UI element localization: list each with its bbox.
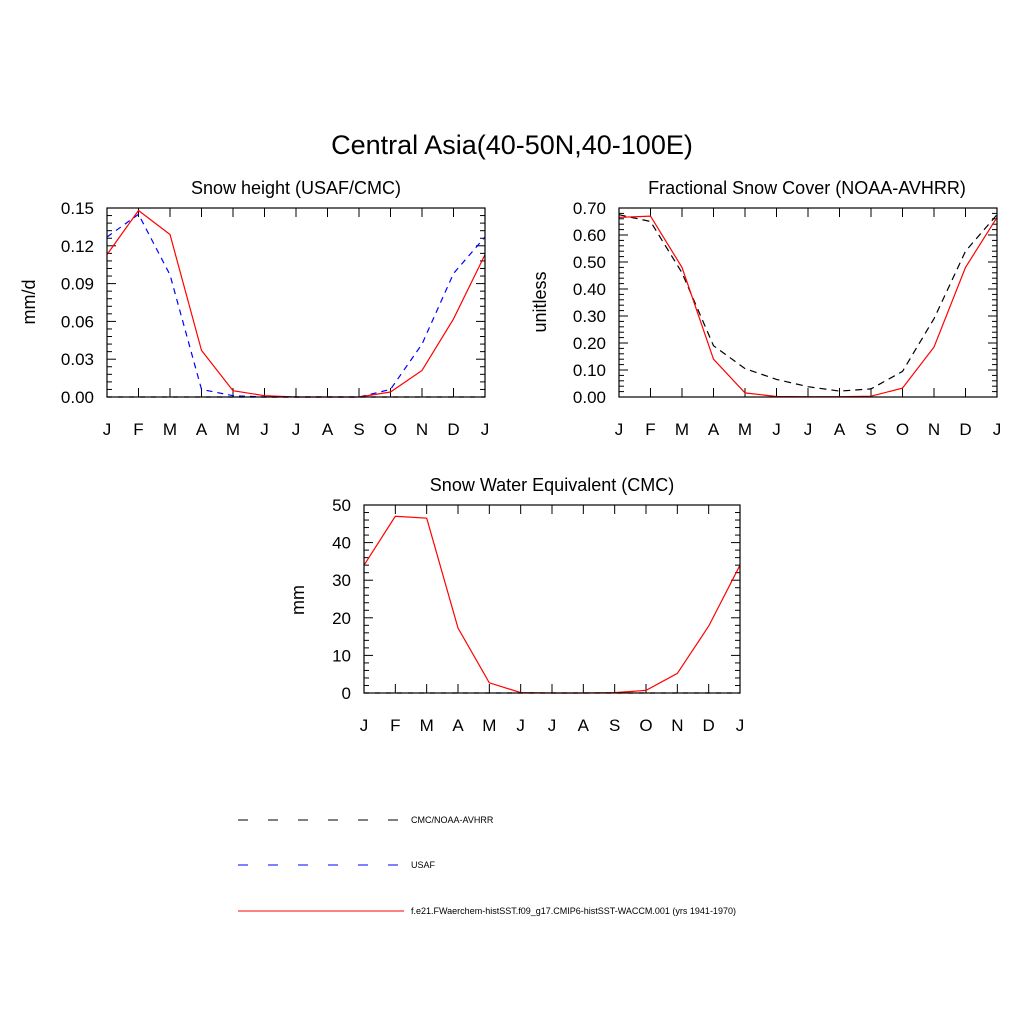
y-tick-label: 0.15 <box>61 199 94 218</box>
x-tick-label: M <box>420 716 434 735</box>
x-tick-label: D <box>447 420 459 439</box>
x-tick-label: M <box>675 420 689 439</box>
legend-label: USAF <box>411 860 436 870</box>
x-tick-label: J <box>360 716 369 735</box>
x-tick-label: D <box>703 716 715 735</box>
x-tick-label: M <box>482 716 496 735</box>
x-tick-label: J <box>804 420 813 439</box>
panel-title: Snow Water Equivalent (CMC) <box>430 475 674 495</box>
series-line-1 <box>106 213 486 398</box>
x-tick-label: J <box>292 420 301 439</box>
x-tick-label: M <box>226 420 240 439</box>
x-tick-label: O <box>639 716 652 735</box>
x-tick-label: S <box>865 420 876 439</box>
x-tick-label: M <box>738 420 752 439</box>
y-tick-label: 50 <box>332 496 351 515</box>
x-tick-label: J <box>772 420 781 439</box>
x-tick-label: J <box>993 420 1002 439</box>
x-tick-label: A <box>578 716 590 735</box>
x-tick-label: M <box>163 420 177 439</box>
y-tick-label: 0.00 <box>61 388 94 407</box>
x-tick-label: J <box>548 716 557 735</box>
x-tick-label: S <box>609 716 620 735</box>
y-tick-label: 0.60 <box>573 226 606 245</box>
x-tick-label: F <box>390 716 400 735</box>
y-axis-label: unitless <box>530 271 550 332</box>
series-line-1 <box>363 515 741 694</box>
y-tick-label: 0.70 <box>573 199 606 218</box>
series-line-2 <box>106 209 486 398</box>
series-line-0 <box>618 214 998 392</box>
y-tick-label: 0.06 <box>61 312 94 331</box>
x-tick-label: F <box>645 420 655 439</box>
legend-label: f.e21.FWaerchem-histSST.f09_g17.CMIP6-hi… <box>411 906 736 916</box>
y-axis-label: mm/d <box>19 280 39 325</box>
y-tick-label: 0.10 <box>573 361 606 380</box>
y-tick-label: 0.03 <box>61 350 94 369</box>
y-tick-label: 0.12 <box>61 237 94 256</box>
x-tick-label: J <box>103 420 112 439</box>
figure-title: Central Asia(40-50N,40-100E) <box>331 130 693 160</box>
x-tick-label: O <box>896 420 909 439</box>
x-tick-label: N <box>671 716 683 735</box>
x-tick-label: N <box>928 420 940 439</box>
panel-title: Fractional Snow Cover (NOAA-AVHRR) <box>648 178 966 198</box>
x-tick-label: A <box>322 420 334 439</box>
x-tick-label: S <box>353 420 364 439</box>
panel-title: Snow height (USAF/CMC) <box>191 178 401 198</box>
y-tick-label: 0.20 <box>573 334 606 353</box>
y-tick-label: 0 <box>342 684 351 703</box>
y-tick-label: 0.40 <box>573 280 606 299</box>
plot-frame <box>106 207 486 398</box>
plot-frame <box>363 504 741 694</box>
x-tick-label: J <box>736 716 745 735</box>
y-tick-label: 40 <box>332 534 351 553</box>
series-line-1 <box>618 215 998 398</box>
legend-label: CMC/NOAA-AVHRR <box>411 815 494 825</box>
x-tick-label: O <box>384 420 397 439</box>
x-tick-label: A <box>708 420 720 439</box>
panel-fractional-snow-cover: Fractional Snow Cover (NOAA-AVHRR) unitl… <box>530 178 1001 439</box>
y-axis-label: mm <box>288 585 308 615</box>
y-tick-label: 20 <box>332 609 351 628</box>
plot-frame <box>618 207 998 398</box>
x-tick-label: J <box>260 420 269 439</box>
x-tick-label: A <box>834 420 846 439</box>
legend: CMC/NOAA-AVHRR USAF f.e21.FWaerchem-hist… <box>238 815 736 916</box>
x-tick-label: J <box>615 420 624 439</box>
y-tick-label: 30 <box>332 571 351 590</box>
x-tick-label: A <box>452 716 464 735</box>
y-tick-label: 0.50 <box>573 253 606 272</box>
y-tick-label: 10 <box>332 646 351 665</box>
x-tick-label: F <box>133 420 143 439</box>
y-tick-label: 0.09 <box>61 275 94 294</box>
x-tick-label: J <box>481 420 490 439</box>
x-tick-label: A <box>196 420 208 439</box>
x-tick-label: J <box>516 716 525 735</box>
x-tick-label: N <box>416 420 428 439</box>
y-tick-label: 0.00 <box>573 388 606 407</box>
x-tick-label: D <box>959 420 971 439</box>
y-tick-label: 0.30 <box>573 307 606 326</box>
